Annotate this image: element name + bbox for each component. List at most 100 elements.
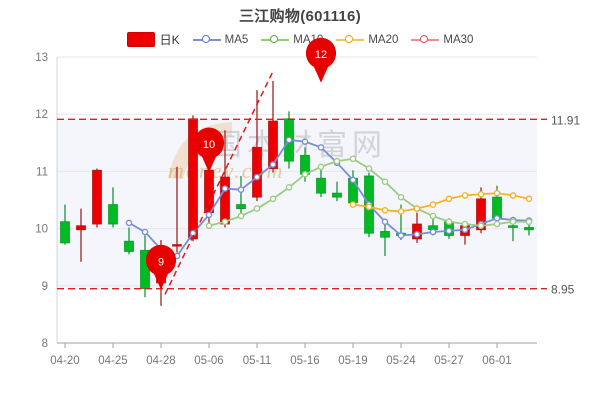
reference-label-high: 11.91 [551, 113, 580, 127]
ma-point [493, 220, 501, 228]
ma-point [525, 195, 533, 203]
ma-point [509, 218, 517, 226]
page-title: 三江购物(601116) [239, 8, 361, 25]
candlestick [60, 204, 70, 245]
ma-point [381, 206, 389, 214]
ma-point [397, 208, 405, 215]
annotation-marker-12[interactable]: 12 [306, 37, 337, 83]
legend-label-ma30: MA30 [443, 33, 474, 46]
annotation-marker-9[interactable]: 9 [146, 244, 176, 290]
marker-circle-icon [194, 128, 224, 159]
marker-circle-icon [146, 245, 176, 276]
candlestick [332, 181, 342, 202]
ma-point [317, 163, 325, 171]
reference-label-low: 8.95 [551, 283, 575, 297]
candle-body [316, 177, 326, 194]
candle-body [124, 240, 134, 252]
x-axis-tick-label: 04-25 [98, 355, 127, 367]
candle-body [524, 227, 534, 231]
ma-point [445, 195, 453, 203]
legend-item-kline[interactable]: 日K [126, 31, 180, 48]
legend-item-ma30[interactable]: MA30 [411, 34, 473, 46]
legend-item-ma5[interactable]: MA5 [192, 33, 249, 46]
y-axis-tick-label: 11 [36, 166, 48, 178]
ma-point [221, 218, 229, 226]
candle-body [76, 225, 86, 231]
ma-point [285, 136, 293, 144]
legend-label-ma5: MA5 [224, 33, 249, 46]
ma20-marker-icon [336, 34, 365, 46]
ma-point [253, 205, 261, 212]
ma-point [397, 232, 405, 239]
candle-body [508, 225, 518, 228]
candlestick [252, 90, 262, 202]
legend-item-ma20[interactable]: MA20 [336, 34, 398, 46]
candle-body [60, 221, 70, 244]
ma-point [237, 186, 245, 194]
y-axis-tick-label: 8 [42, 338, 48, 350]
ma-point [477, 222, 485, 230]
marker-label: 12 [315, 49, 327, 61]
ma-series-ma10 [205, 155, 533, 230]
candlestick [316, 165, 326, 198]
x-axis-tick-label: 05-06 [194, 355, 223, 367]
ma-point [477, 190, 485, 198]
candle-body [268, 120, 278, 169]
ma-point [445, 218, 453, 226]
ma-point [365, 203, 373, 211]
kline-swatch-icon [126, 32, 155, 47]
marker-label: 9 [158, 256, 164, 268]
legend-label-ma20: MA20 [368, 33, 399, 46]
candlestick [76, 208, 86, 262]
ma-point [141, 228, 149, 236]
candlestick [380, 224, 390, 257]
ma-point [461, 192, 469, 199]
x-axis-tick-label: 05-16 [290, 355, 319, 367]
ma-point [221, 185, 229, 192]
ma5-marker-icon [192, 34, 221, 46]
ma-point [285, 184, 293, 191]
ma-point [349, 176, 357, 184]
ma-point [445, 227, 453, 235]
ma-point [269, 161, 277, 168]
candle-body [332, 192, 342, 198]
x-axis-tick-label: 05-19 [338, 355, 367, 367]
ma-point [349, 155, 357, 163]
ma-point [253, 173, 261, 181]
candle-body [476, 198, 486, 231]
candlestick [92, 168, 102, 228]
y-axis-tick-label: 10 [35, 224, 48, 236]
ma-point [237, 212, 245, 220]
ma-point [301, 138, 309, 145]
candle-body [92, 169, 102, 225]
candlestick [268, 81, 278, 173]
candlestick [172, 166, 182, 253]
ma-series-ma5 [125, 136, 533, 260]
y-axis-tick-label: 12 [35, 109, 48, 121]
ma-point [493, 215, 501, 222]
marker-circle-icon [306, 38, 336, 69]
annotation-marker-10[interactable]: 10 [194, 127, 225, 173]
ma-point [525, 218, 533, 226]
ma-point [125, 219, 133, 227]
ma-point [205, 222, 213, 230]
ma-point [493, 189, 501, 197]
ma-point [429, 212, 437, 220]
candlestick [188, 115, 198, 242]
candlestick [236, 175, 246, 217]
ma-point [509, 192, 517, 199]
candle-body [236, 204, 246, 209]
ma-point [349, 201, 357, 208]
ma-point [381, 218, 389, 226]
x-axis-tick-label: 04-20 [50, 355, 79, 367]
ma-point [413, 231, 421, 238]
ma-point [301, 170, 309, 178]
candlestick [108, 187, 118, 228]
ma-point [317, 144, 325, 151]
x-axis-tick-label: 04-28 [146, 355, 175, 367]
reference-band [57, 119, 537, 289]
x-axis-tick-label: 05-11 [243, 355, 272, 367]
y-axis-tick-label: 9 [42, 281, 48, 293]
